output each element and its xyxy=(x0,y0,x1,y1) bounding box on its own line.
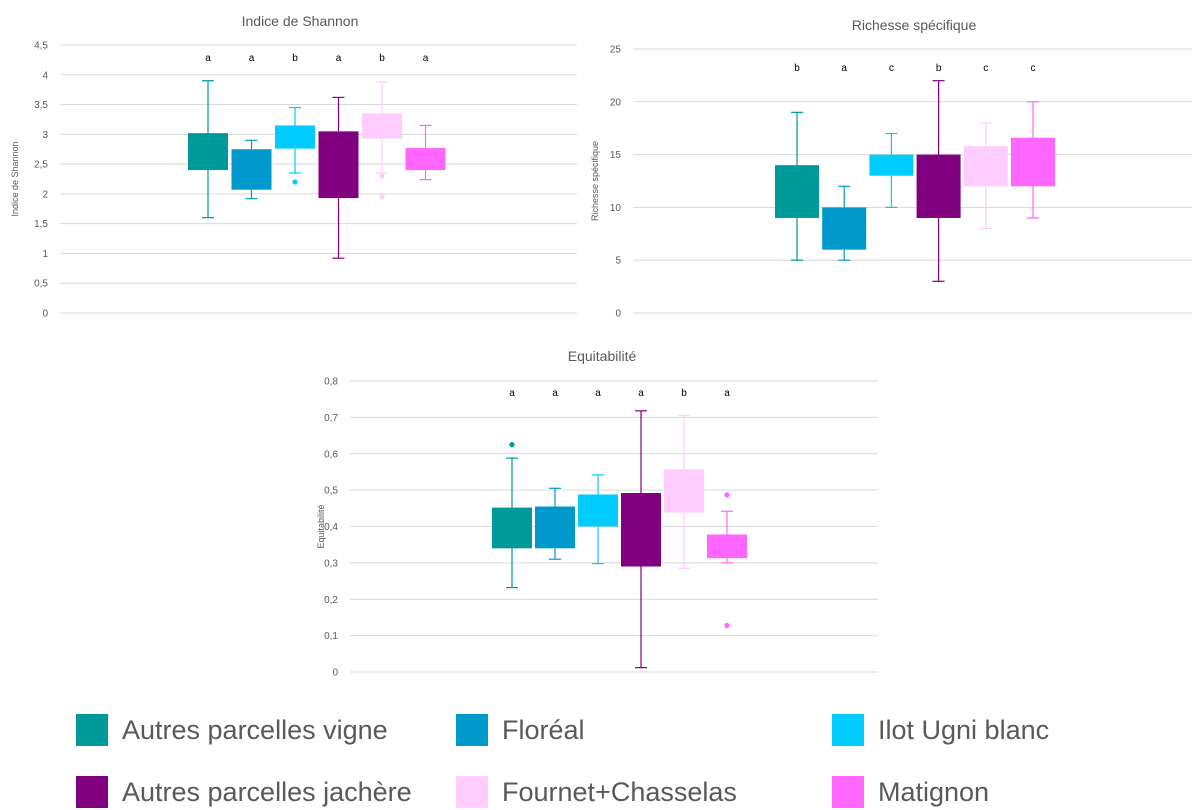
equitabilite-ilot-ugni-blanc-box xyxy=(578,494,618,527)
indice-de-shannon-tick-label: 4,5 xyxy=(34,41,48,52)
richesse-specifique-tick-label: 5 xyxy=(615,256,621,267)
richesse-specifique-autres-parcelles-jachere-significance-letter: b xyxy=(936,63,942,74)
legend-item-ilot-ugni-blanc: Ilot Ugni blanc xyxy=(832,714,1049,746)
legend-item-fournet-chasselas: Fournet+Chasselas xyxy=(456,776,737,808)
equitabilite-tick-label: 0,5 xyxy=(324,486,338,497)
richesse-specifique-tick-label: 20 xyxy=(610,97,622,108)
indice-de-shannon-ilot-ugni-blanc-significance-letter: b xyxy=(292,53,298,64)
richesse-specifique-tick-label: 25 xyxy=(610,45,622,56)
indice-de-shannon-tick-label: 3 xyxy=(42,130,48,141)
richesse-specifique-fournet-chasselas-box xyxy=(963,146,1008,187)
indice-de-shannon-ilot-ugni-blanc-box xyxy=(275,125,315,149)
indice-de-shannon-tick-label: 2,5 xyxy=(34,160,48,171)
equitabilite-tick-label: 0,3 xyxy=(324,558,338,569)
equitabilite-fournet-chasselas-significance-letter: b xyxy=(681,388,687,399)
legend-swatch-fournet-chasselas xyxy=(456,776,488,808)
indice-de-shannon-autres-parcelles-vigne-significance-letter: a xyxy=(205,53,211,64)
indice-de-shannon-tick-label: 4 xyxy=(42,70,48,81)
indice-de-shannon-fournet-chasselas-box xyxy=(362,113,402,139)
equitabilite-tick-label: 0 xyxy=(332,668,338,679)
indice-de-shannon-autres-parcelles-jachere-box xyxy=(318,131,359,199)
equitabilite-tick-label: 0,2 xyxy=(324,595,338,606)
equitabilite-tick-label: 0,8 xyxy=(324,377,338,388)
indice-de-shannon-tick-label: 0 xyxy=(42,309,48,320)
equitabilite-matignon-box xyxy=(707,534,747,559)
equitabilite-tick-label: 0,7 xyxy=(324,413,338,424)
indice-de-shannon-y-axis-label: Indice de Shannon xyxy=(10,141,20,216)
equitabilite-autres-parcelles-jachere-significance-letter: a xyxy=(638,388,644,399)
richesse-specifique-tick-label: 15 xyxy=(610,150,622,161)
indice-de-shannon-tick-label: 0,5 xyxy=(34,279,48,290)
equitabilite-matignon-significance-letter: a xyxy=(724,388,730,399)
equitabilite-tick-label: 0,4 xyxy=(324,522,338,533)
indice-de-shannon-matignon-significance-letter: a xyxy=(423,53,429,64)
equitabilite-autres-parcelles-jachere-box xyxy=(621,493,661,567)
indice-de-shannon-floreal-significance-letter: a xyxy=(249,53,255,64)
equitabilite-matignon-outlier xyxy=(724,622,730,629)
richesse-specifique-matignon-significance-letter: c xyxy=(1031,63,1036,74)
legend-swatch-floreal xyxy=(456,714,488,746)
indice-de-shannon-fournet-chasselas-significance-letter: b xyxy=(379,53,385,64)
equitabilite-y-axis-label: Equitabilité xyxy=(316,504,326,548)
equitabilite-autres-parcelles-vigne-outlier xyxy=(509,442,515,448)
richesse-specifique-y-axis-label: Richesse spécifique xyxy=(590,141,600,221)
richesse-specifique-autres-parcelles-vigne-box xyxy=(775,165,819,218)
equitabilite-autres-parcelles-vigne-significance-letter: a xyxy=(509,388,515,399)
richesse-specifique-tick-label: 0 xyxy=(615,309,621,320)
equitabilite-tick-label: 0,1 xyxy=(324,631,338,642)
equitabilite-floreal-significance-letter: a xyxy=(552,388,558,399)
legend-item-matignon: Matignon xyxy=(832,776,989,808)
indice-de-shannon-chart-title: Indice de Shannon xyxy=(242,13,359,29)
legend-label-autres-parcelles-vigne: Autres parcelles vigne xyxy=(122,714,388,745)
legend-label-autres-parcelles-jachere: Autres parcelles jachère xyxy=(122,776,412,807)
equitabilite-fournet-chasselas-box xyxy=(664,469,704,513)
legend-swatch-ilot-ugni-blanc xyxy=(832,714,864,746)
indice-de-shannon-ilot-ugni-blanc-outlier xyxy=(292,179,298,185)
indice-de-shannon-floreal-box xyxy=(231,149,272,190)
indice-de-shannon-fournet-chasselas-outlier xyxy=(379,173,385,179)
richesse-specifique-fournet-chasselas-significance-letter: c xyxy=(983,63,988,74)
indice-de-shannon-matignon-box xyxy=(405,148,446,171)
equitabilite-floreal-box xyxy=(535,506,575,549)
equitabilite-ilot-ugni-blanc-significance-letter: a xyxy=(595,388,601,399)
boxplot-charts: 0 0,5 1 1,5 2 2,5 3 3,5 4 4,5 Indice de Shannon Ind… xyxy=(10,13,1192,679)
charts-area: 0 0,5 1 1,5 2 2,5 3 3,5 4 4,5 Indice de Shannon Ind… xyxy=(10,13,1192,679)
legend-swatch-matignon xyxy=(832,776,864,808)
richesse-specifique-tick-label: 10 xyxy=(610,203,622,214)
indice-de-shannon-tick-label: 2 xyxy=(42,189,48,200)
legend-swatch-autres-parcelles-vigne xyxy=(76,714,108,746)
indice-de-shannon-tick-label: 1,5 xyxy=(34,219,48,230)
legend-label-fournet-chasselas: Fournet+Chasselas xyxy=(502,776,737,807)
legend-swatch-autres-parcelles-jachere xyxy=(76,776,108,808)
indice-de-shannon-fournet-chasselas-outlier xyxy=(379,194,385,200)
legend: Autres parcelles vigne Floréal Ilot Ugni… xyxy=(0,690,1194,810)
indice-de-shannon-autres-parcelles-vigne-box xyxy=(188,133,228,171)
richesse-specifique-matignon-box xyxy=(1011,137,1055,187)
legend-item-autres-parcelles-vigne: Autres parcelles vigne xyxy=(76,714,388,746)
richesse-specifique-floreal-significance-letter: a xyxy=(841,63,847,74)
richesse-specifique-autres-parcelles-vigne-significance-letter: b xyxy=(794,63,800,74)
indice-de-shannon-tick-label: 1 xyxy=(42,249,48,260)
indice-de-shannon-tick-label: 3,5 xyxy=(34,100,48,111)
equitabilite-matignon-outlier xyxy=(724,492,730,498)
richesse-specifique-chart-title: Richesse spécifique xyxy=(852,17,977,33)
equitabilite-autres-parcelles-vigne-box xyxy=(492,507,532,549)
equitabilite-chart-title: Equitabilité xyxy=(568,348,637,364)
legend-label-floreal: Floréal xyxy=(502,714,585,745)
indice-de-shannon-autres-parcelles-jachere-significance-letter: a xyxy=(336,53,342,64)
richesse-specifique-ilot-ugni-blanc-significance-letter: c xyxy=(889,63,894,74)
legend-label-ilot-ugni-blanc: Ilot Ugni blanc xyxy=(878,714,1050,745)
legend-item-floreal: Floréal xyxy=(456,714,585,746)
legend-label-matignon: Matignon xyxy=(878,776,990,807)
legend-item-autres-parcelles-jachere: Autres parcelles jachère xyxy=(76,776,412,808)
equitabilite-tick-label: 0,6 xyxy=(324,449,338,460)
